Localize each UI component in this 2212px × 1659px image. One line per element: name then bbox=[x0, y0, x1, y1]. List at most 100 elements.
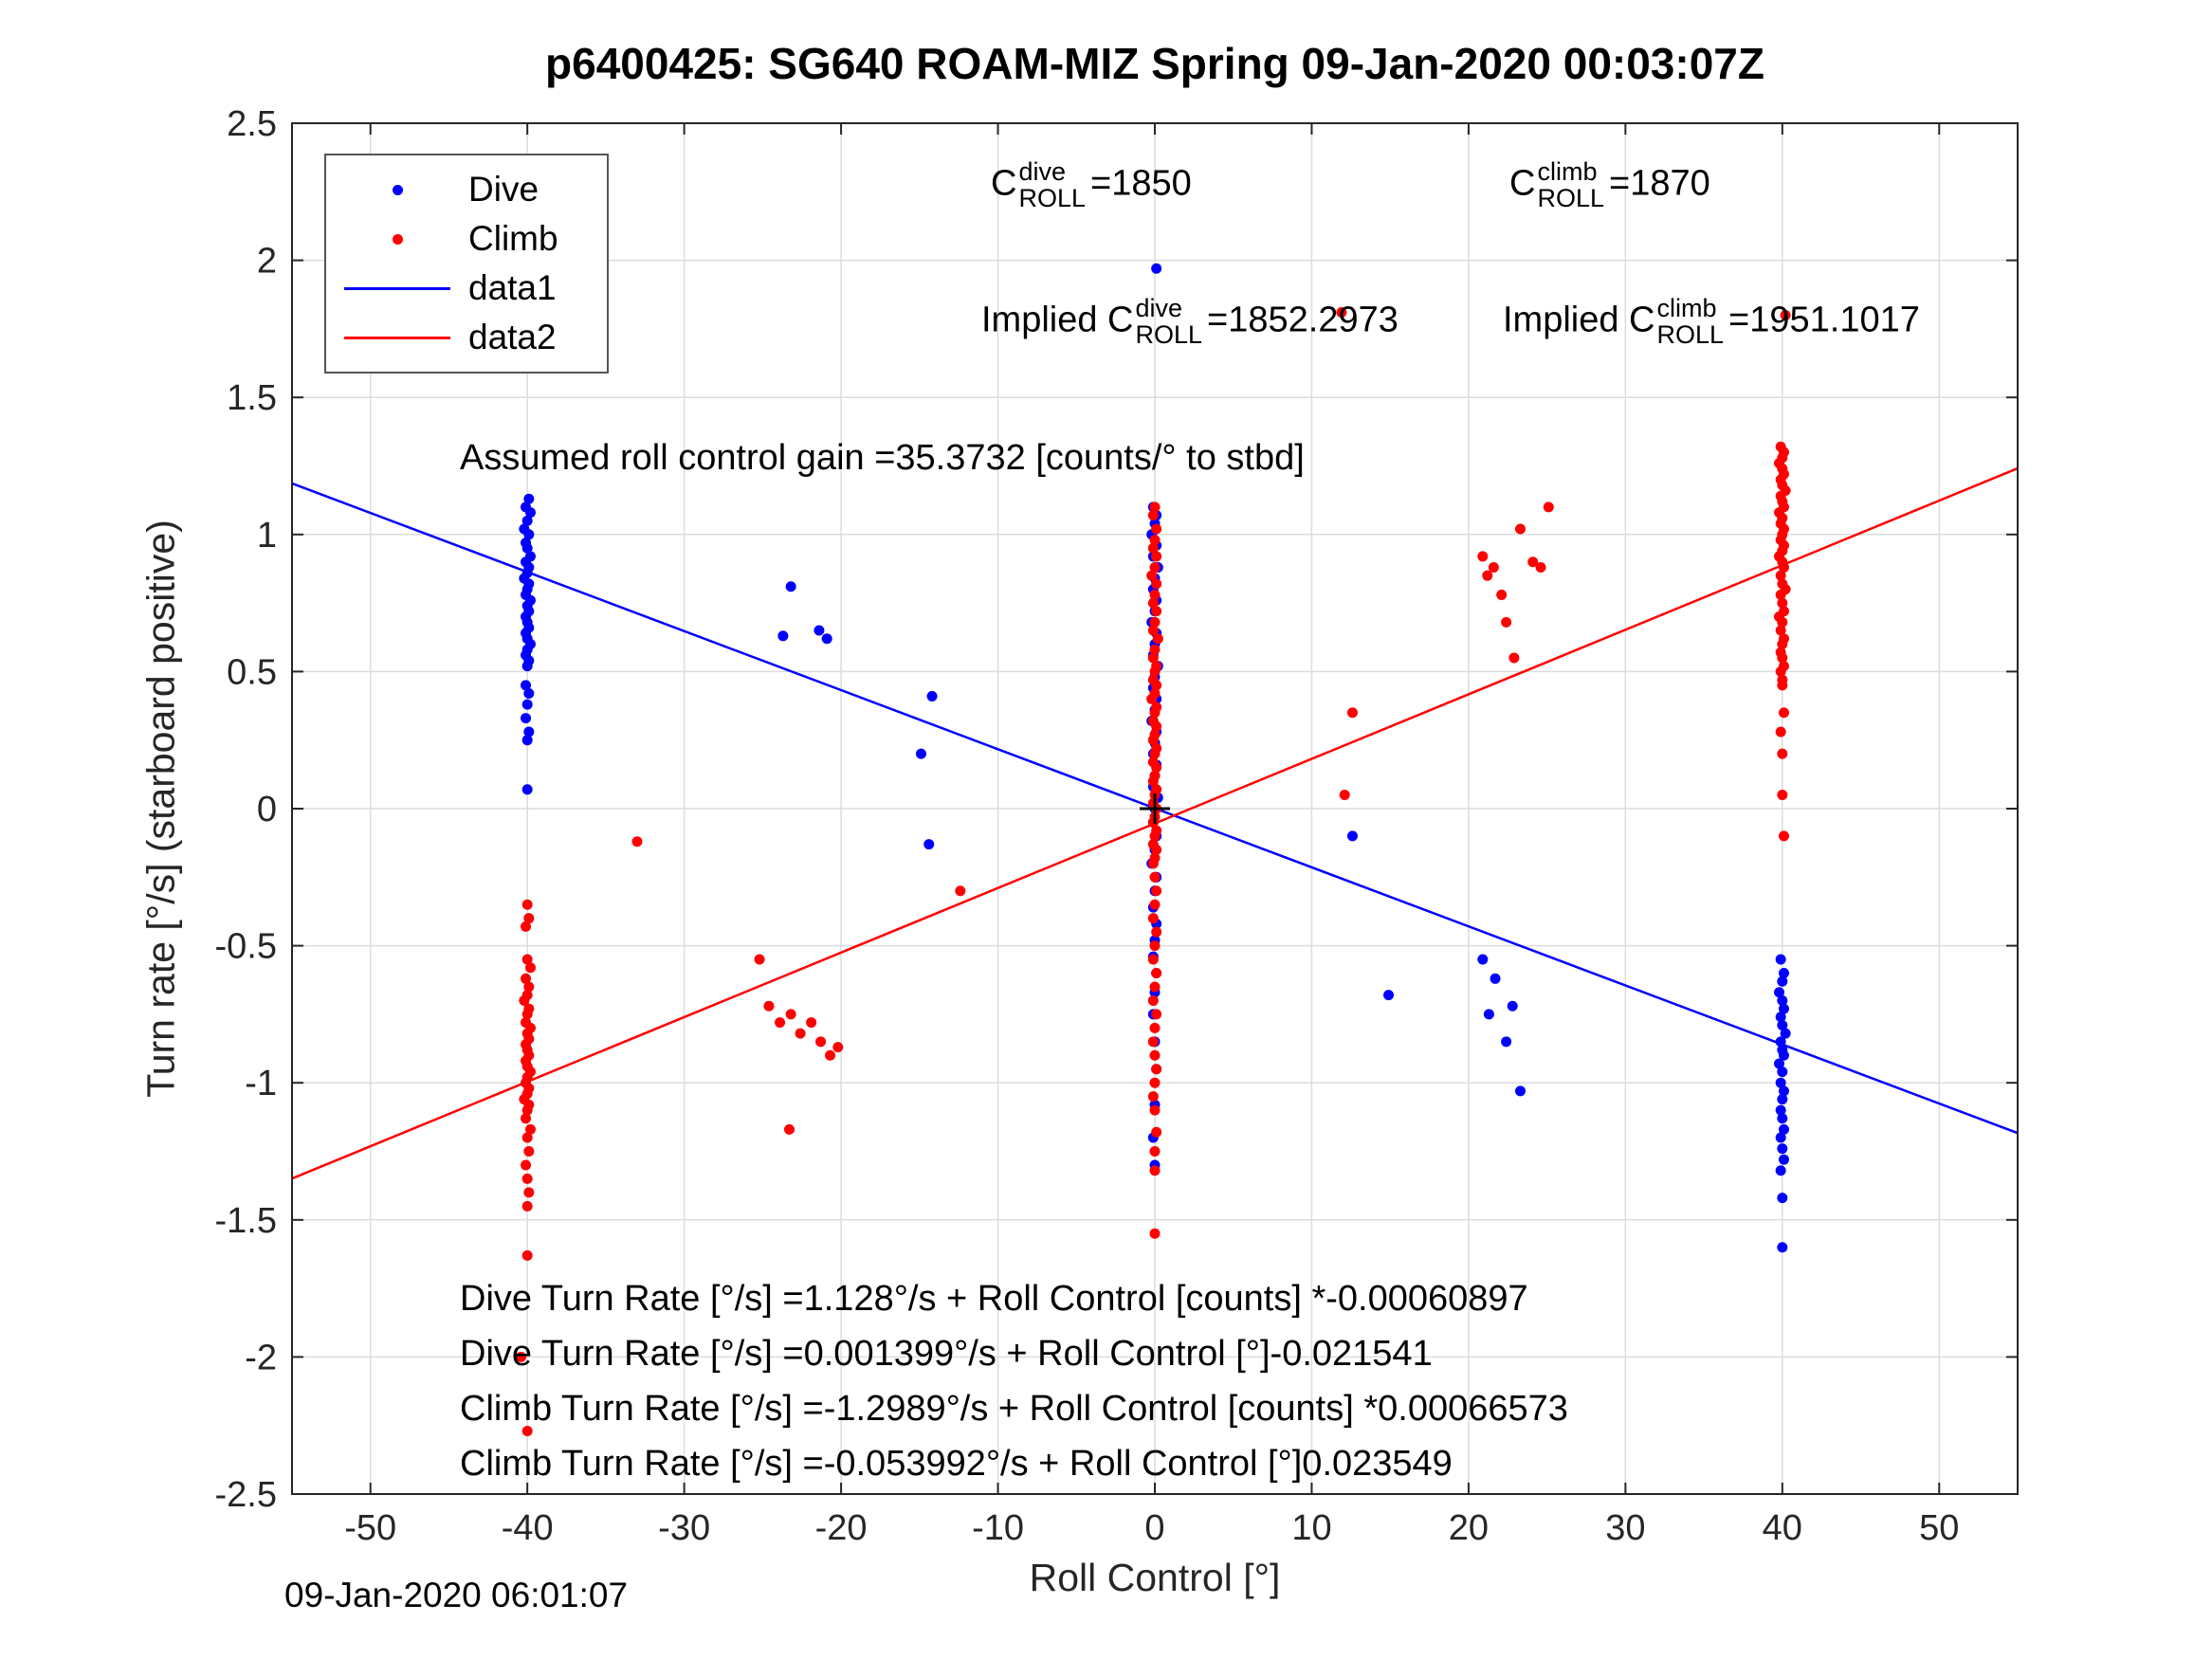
dive-point bbox=[1775, 1077, 1786, 1088]
dive-point bbox=[1777, 1193, 1788, 1204]
x-tick-label: -30 bbox=[658, 1508, 710, 1548]
climb-point bbox=[1477, 551, 1489, 562]
climb-point bbox=[1777, 616, 1788, 628]
climb-point bbox=[1149, 1077, 1161, 1088]
climb-point bbox=[1149, 871, 1161, 883]
climb-point bbox=[1778, 707, 1789, 719]
dive-point bbox=[1775, 1132, 1786, 1143]
dive-point bbox=[523, 726, 535, 738]
x-tick-label: 50 bbox=[1919, 1508, 1959, 1548]
climb-point bbox=[1146, 570, 1158, 581]
climb-point bbox=[1149, 589, 1161, 600]
climb-point bbox=[1151, 720, 1162, 732]
climb-point bbox=[524, 962, 536, 974]
climb-point bbox=[1149, 1104, 1161, 1116]
y-tick-label: -0.5 bbox=[215, 927, 277, 967]
superscript: dive bbox=[1018, 157, 1066, 186]
dive-point bbox=[785, 581, 796, 592]
climb-point bbox=[1775, 726, 1786, 738]
climb-point bbox=[1775, 570, 1786, 581]
timestamp: 09-Jan-2020 06:01:07 bbox=[284, 1576, 629, 1614]
dive-point bbox=[1775, 1036, 1786, 1048]
superscript: climb bbox=[1656, 294, 1717, 322]
climb-point bbox=[516, 1351, 527, 1362]
legend-item-dive: Dive bbox=[326, 165, 607, 214]
climb-point bbox=[1151, 523, 1162, 535]
climb-point bbox=[523, 981, 535, 993]
climb-point bbox=[1780, 309, 1791, 320]
x-tick-label: -40 bbox=[502, 1508, 554, 1548]
climb-point bbox=[521, 1009, 533, 1020]
climb-point bbox=[1777, 597, 1788, 609]
dive-point bbox=[523, 688, 535, 700]
climb-point bbox=[806, 1017, 817, 1029]
climb-point bbox=[1151, 680, 1162, 691]
climb-point bbox=[1488, 562, 1499, 574]
climb-point bbox=[1515, 523, 1526, 535]
dive-point bbox=[1777, 1143, 1788, 1155]
dive-point bbox=[821, 633, 832, 645]
fit-equations: Dive Turn Rate [°/s] =1.128°/s + Roll Co… bbox=[460, 1271, 1568, 1491]
climb-point bbox=[1151, 578, 1162, 590]
climb-point bbox=[521, 954, 533, 965]
climb-point bbox=[1496, 589, 1508, 600]
y-tick-label: -2 bbox=[245, 1338, 277, 1377]
dive-point bbox=[521, 735, 533, 746]
dive-point bbox=[521, 713, 532, 724]
climb-point bbox=[1147, 652, 1159, 664]
dive-point bbox=[521, 661, 533, 672]
climb-point bbox=[1151, 1126, 1162, 1138]
legend-item-data1: data1 bbox=[326, 264, 607, 313]
climb-point bbox=[754, 954, 765, 965]
dive-point bbox=[1515, 1085, 1526, 1097]
dive-point bbox=[814, 625, 825, 636]
climb-point bbox=[1151, 1009, 1162, 1020]
climb-point bbox=[521, 1113, 532, 1124]
dive-point bbox=[915, 748, 926, 759]
x-tick-label: -50 bbox=[344, 1508, 396, 1548]
climb-point bbox=[1543, 501, 1554, 513]
climb-point bbox=[1149, 1165, 1161, 1176]
dive-point bbox=[1774, 1058, 1785, 1069]
climb-point bbox=[521, 1425, 533, 1436]
x-tick-label: 30 bbox=[1605, 1508, 1645, 1548]
climb-point bbox=[1149, 748, 1161, 759]
climb-point bbox=[1482, 570, 1493, 581]
climb-point bbox=[1775, 589, 1786, 600]
climb-point bbox=[1778, 562, 1789, 574]
superscript: dive bbox=[1135, 294, 1183, 322]
climb-point bbox=[521, 1249, 533, 1261]
y-tick-label: 2.5 bbox=[227, 104, 277, 144]
y-tick-label: 0.5 bbox=[227, 652, 277, 692]
x-tick-label: 40 bbox=[1763, 1508, 1802, 1548]
climb-point bbox=[1147, 994, 1159, 1006]
climb-point bbox=[1151, 551, 1162, 562]
dive-point bbox=[1780, 1028, 1791, 1039]
dive-point bbox=[521, 784, 533, 795]
climb-point bbox=[1336, 307, 1347, 319]
climb-point bbox=[524, 1123, 536, 1135]
climb-point bbox=[1151, 968, 1162, 979]
climb-point bbox=[521, 973, 532, 984]
subscript: ROLL bbox=[1537, 183, 1604, 212]
dive-point bbox=[521, 515, 533, 526]
climb-point bbox=[1346, 707, 1358, 719]
climb-point bbox=[1777, 652, 1788, 664]
x-tick-label: 20 bbox=[1449, 1508, 1489, 1548]
y-tick-label: -1 bbox=[245, 1064, 277, 1103]
dive-point bbox=[1483, 1009, 1494, 1020]
eq-dive-degrees: Dive Turn Rate [°/s] =0.001399°/s + Roll… bbox=[460, 1334, 1433, 1374]
climb-point bbox=[763, 1000, 775, 1012]
legend-label-data2: data2 bbox=[468, 318, 557, 356]
dive-point bbox=[1507, 1000, 1518, 1012]
climb-point bbox=[631, 836, 643, 848]
climb-marker-icon bbox=[326, 233, 468, 245]
dive-point bbox=[1383, 990, 1395, 1001]
data1-line-icon bbox=[326, 286, 468, 290]
plot-title: p6400425: SG640 ROAM-MIZ Spring 09-Jan-2… bbox=[545, 39, 1764, 88]
climb-point bbox=[1149, 1228, 1161, 1239]
dive-point bbox=[1774, 987, 1785, 998]
